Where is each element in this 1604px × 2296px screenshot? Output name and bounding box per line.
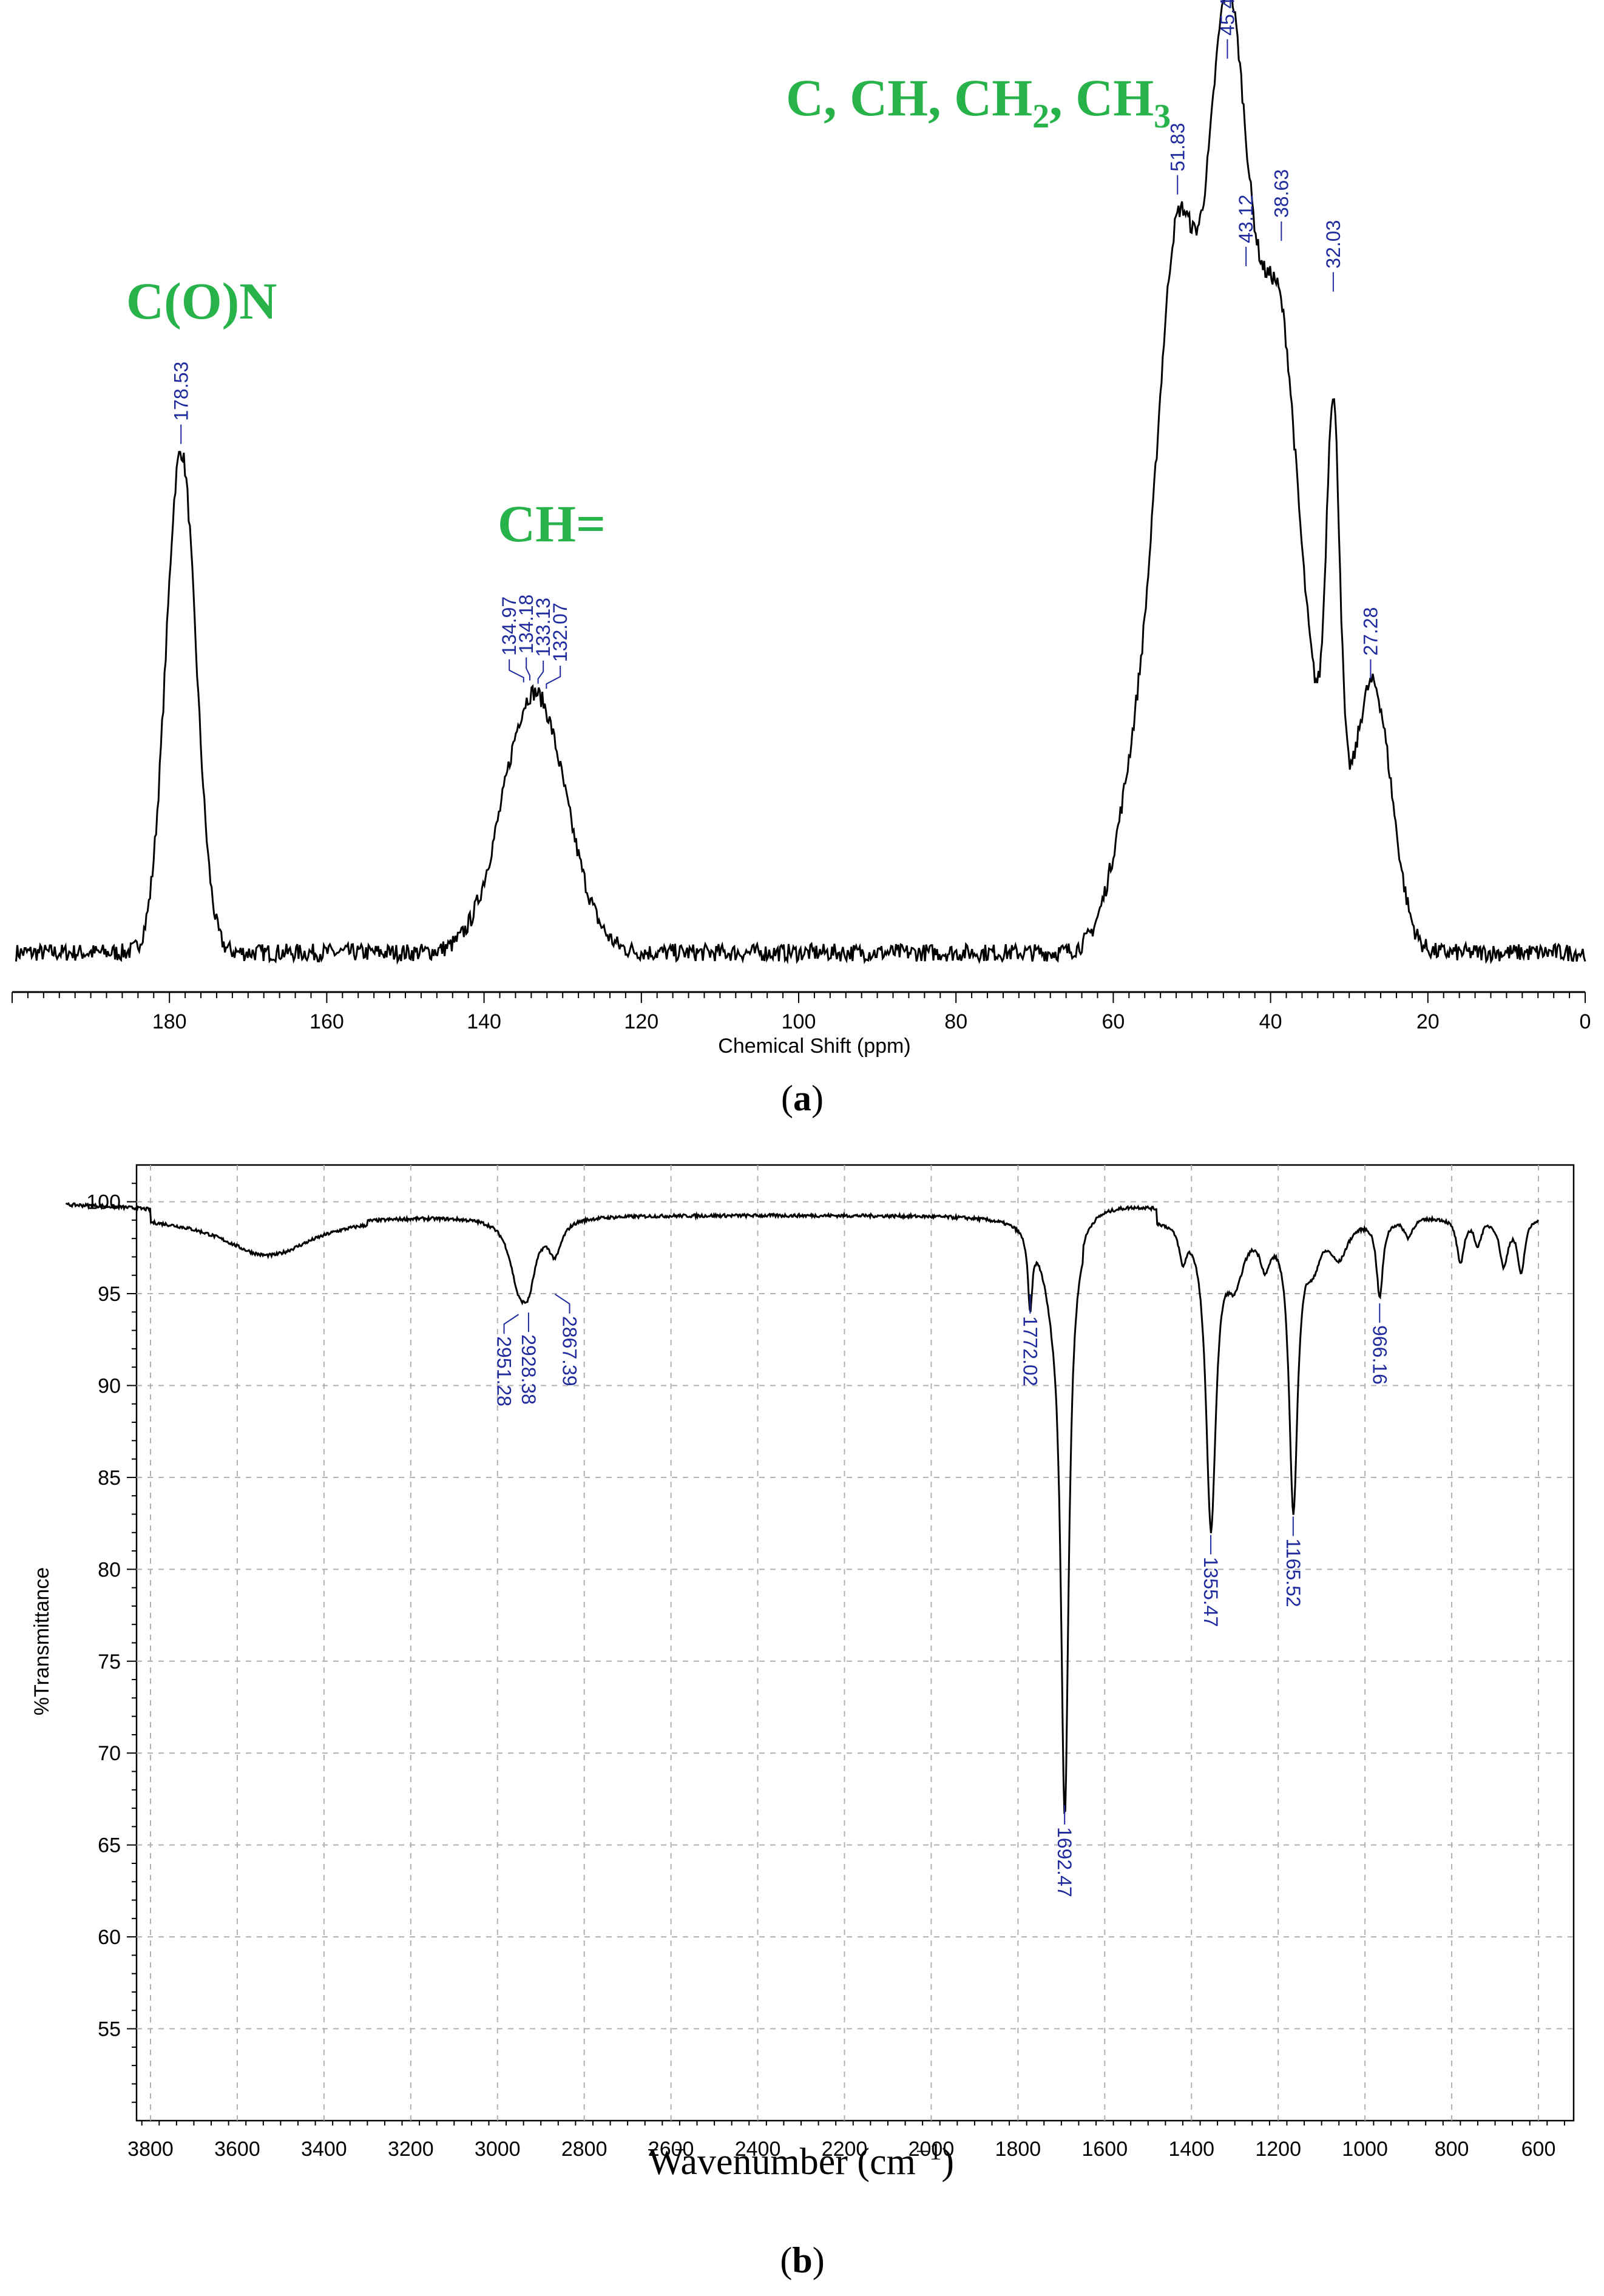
- ftir-x-tick-label: 3400: [301, 2138, 347, 2161]
- ftir-y-tick-label: 60: [98, 1926, 121, 1949]
- ftir-x-tick-label: 2200: [822, 2138, 868, 2161]
- ftir-y-tick-label: 80: [98, 1558, 121, 1581]
- ftir-y-tick-label: 100: [86, 1191, 121, 1214]
- nmr-peak-leader: [509, 659, 524, 683]
- ftir-y-tick-label: 70: [98, 1742, 121, 1765]
- group-label-aliphatic-part1: C, CH, CH: [786, 69, 1032, 127]
- ftir-x-tick-label: 1600: [1081, 2138, 1128, 2161]
- ftir-x-tick-label: 2800: [561, 2138, 607, 2161]
- nmr-peak-leader: [537, 660, 544, 684]
- ftir-y-tick-label: 75: [98, 1650, 121, 1673]
- ftir-x-tick-label: 2000: [909, 2138, 955, 2161]
- ftir-x-axis-title: Wavenumber (cm−1): [648, 2138, 954, 2183]
- ftir-x-tick-label: 600: [1521, 2138, 1556, 2161]
- nmr-tick-label: 0: [1580, 1010, 1591, 1033]
- nmr-peak-label: 38.63: [1270, 169, 1292, 218]
- ftir-x-tick-label: 1200: [1255, 2138, 1301, 2161]
- nmr-peak-label: 32.03: [1322, 220, 1344, 269]
- ftir-x-tick-label: 3800: [127, 2138, 174, 2161]
- ftir-peak-label: 2928.38: [518, 1334, 540, 1405]
- nmr-tick-label: 40: [1259, 1010, 1282, 1033]
- group-label-aliphatic: C, CH, CH2, CH3: [786, 69, 1171, 135]
- ftir-peak-labels: 2951.28 2928.38 2867.39 1772.02 1692.47 1355.…: [493, 1294, 1390, 1897]
- panel-label-b: (b): [780, 2240, 824, 2280]
- nmr-tick-label: 100: [782, 1010, 816, 1033]
- nmr-tick-label: 20: [1416, 1010, 1440, 1033]
- panel-label-a: (a): [781, 1078, 824, 1118]
- nmr-tick-label: 140: [467, 1010, 501, 1033]
- ftir-y-tick-label: 85: [98, 1467, 121, 1490]
- ftir-x-ticks: 3800 3600 3400 3200 3000 2800 2600 2400 2200 2000…: [127, 2121, 1565, 2161]
- nmr-tick-label: 80: [944, 1010, 967, 1033]
- nmr-peak-label: 178.53: [170, 362, 192, 421]
- nmr-peak-label: 134.97: [498, 596, 520, 656]
- group-label-amide: C(O)N: [126, 272, 277, 330]
- ftir-y-tick-label: 55: [98, 2018, 121, 2041]
- ftir-y-tick-label: 65: [98, 1834, 121, 1857]
- ftir-y-tick-label: 95: [98, 1283, 121, 1306]
- ftir-peak-label: 1165.52: [1282, 1538, 1304, 1607]
- ftir-peak-label: 966.16: [1369, 1325, 1390, 1385]
- ftir-peak-label: 1772.02: [1019, 1316, 1041, 1386]
- group-label-aliphatic-sub3: 3: [1154, 98, 1171, 135]
- nmr-peak-label: 133.13: [532, 598, 554, 657]
- ftir-panel: 100 95 90 85 80 75 70 65 60 55 3800 3600 3400 3200 30…: [30, 1164, 1575, 2280]
- nmr-tick-label: 180: [152, 1010, 187, 1033]
- nmr-tick-label: 120: [624, 1010, 658, 1033]
- ftir-y-tick-label: 90: [98, 1374, 121, 1397]
- ftir-peak-leader: [554, 1294, 570, 1314]
- ftir-plot-frame: [135, 1164, 1575, 2122]
- nmr-x-axis-title: Chemical Shift (ppm): [718, 1035, 910, 1058]
- ftir-x-tick-label: 1000: [1342, 2138, 1388, 2161]
- ftir-peak-label: 2867.39: [559, 1316, 581, 1386]
- nmr-tick-label: 60: [1101, 1010, 1125, 1033]
- ftir-x-tick-label: 1400: [1168, 2138, 1214, 2161]
- ftir-y-axis-title: %Transmittance: [30, 1567, 53, 1715]
- nmr-peak-label: 43.12: [1235, 195, 1257, 243]
- ftir-x-tick-label: 3600: [214, 2138, 260, 2161]
- ftir-peak-label: 2951.28: [493, 1336, 515, 1406]
- ftir-x-tick-label: 2400: [735, 2138, 781, 2161]
- nmr-tick-label: 160: [310, 1010, 344, 1033]
- ftir-peak-leader: [503, 1314, 519, 1334]
- ftir-x-tick-label: 3000: [475, 2138, 521, 2161]
- nmr-peak-label: 132.07: [549, 603, 571, 662]
- group-label-aliphatic-sub2: 2: [1032, 98, 1049, 135]
- nmr-peak-leader: [546, 666, 561, 689]
- nmr-x-ticks: 180 160 140 120 100 80 60 40 20 0: [12, 992, 1591, 1033]
- ftir-peak-label: 1355.47: [1200, 1557, 1222, 1627]
- ftir-x-tick-label: 3200: [388, 2138, 434, 2161]
- nmr-peak-label: 51.83: [1166, 123, 1188, 172]
- ftir-spectrum-line: [65, 1202, 1539, 1814]
- nmr-peak-label: 45.49: [1216, 0, 1238, 36]
- ftir-x-tick-label: 2600: [648, 2138, 694, 2161]
- group-label-alkene: CH=: [498, 495, 606, 553]
- nmr-peak-leader: [526, 657, 531, 681]
- ftir-grid: [137, 1165, 1574, 2121]
- ftir-x-tick-label: 1800: [995, 2138, 1041, 2161]
- group-label-aliphatic-part2: , CH: [1049, 69, 1154, 127]
- ftir-peak-label: 1692.47: [1054, 1827, 1075, 1897]
- ftir-x-tick-label: 800: [1435, 2138, 1469, 2161]
- nmr-spectrum-line: [15, 0, 1586, 965]
- nmr-peak-label: 27.28: [1359, 607, 1381, 656]
- nmr-peak-label: 134.18: [515, 595, 537, 654]
- ftir-y-ticks: 100 95 90 85 80 75 70 65 60 55: [86, 1183, 137, 2103]
